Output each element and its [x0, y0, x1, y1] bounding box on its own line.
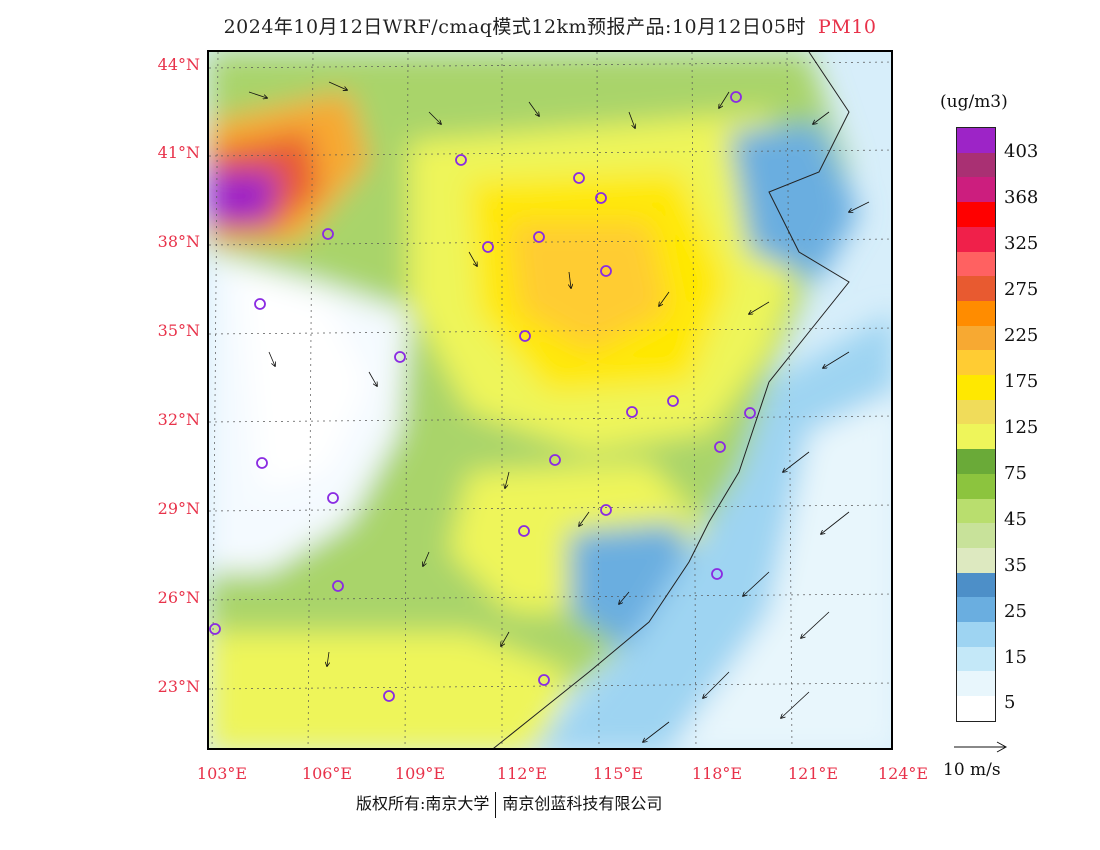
city-stations	[209, 91, 756, 702]
station-marker	[455, 154, 467, 166]
station-marker	[533, 231, 545, 243]
legend-label: 368	[1004, 187, 1039, 208]
legend-color-swatch	[957, 523, 995, 548]
pm10-field	[209, 52, 891, 748]
station-marker	[327, 492, 339, 504]
legend-color-swatch	[957, 202, 995, 227]
lon-label-106: 106°E	[301, 764, 353, 783]
station-marker	[322, 228, 334, 240]
legend-label: 403	[1004, 141, 1039, 162]
lon-label-121: 121°E	[787, 764, 839, 783]
legend-color-swatch	[957, 251, 995, 277]
legend-color-swatch	[957, 572, 995, 598]
lat-label-26: 26°N	[157, 588, 200, 607]
station-marker	[209, 623, 221, 635]
legend-color-swatch	[957, 473, 995, 499]
title-variable: PM10	[818, 16, 877, 38]
lat-label-38: 38°N	[157, 232, 200, 251]
legend-label: 35	[1004, 555, 1027, 576]
legend-label: 275	[1004, 279, 1039, 300]
station-marker	[626, 406, 638, 418]
legend-color-swatch	[957, 325, 995, 351]
legend-color-swatch	[957, 375, 995, 400]
color-legend	[956, 127, 996, 722]
wind-vectors	[248, 81, 870, 742]
station-marker	[394, 351, 406, 363]
legend-color-swatch	[957, 547, 995, 573]
station-marker	[714, 441, 726, 453]
footer-separator	[495, 791, 497, 818]
station-marker	[482, 241, 494, 253]
legend-color-swatch	[957, 696, 995, 721]
legend-color-swatch	[957, 622, 995, 647]
station-marker	[254, 298, 266, 310]
station-marker	[600, 504, 612, 516]
lon-label-124: 124°E	[877, 764, 929, 783]
legend-label: 15	[1004, 647, 1027, 668]
legend-color-swatch	[957, 152, 995, 178]
legend-color-swatch	[957, 646, 995, 672]
pm10-map-svg	[209, 52, 891, 748]
station-marker	[744, 407, 756, 419]
station-marker	[711, 568, 723, 580]
lat-label-29: 29°N	[157, 499, 200, 518]
station-marker	[667, 395, 679, 407]
station-marker	[332, 580, 344, 592]
station-marker	[383, 690, 395, 702]
lon-label-103: 103°E	[196, 764, 248, 783]
lat-label-41: 41°N	[157, 143, 200, 162]
legend-label: 75	[1004, 463, 1027, 484]
coastline	[493, 52, 850, 748]
lon-label-109: 109°E	[394, 764, 446, 783]
chart-title: 2024年10月12日WRF/cmaq模式12km预报产品:10月12日05时 P…	[0, 12, 1100, 39]
legend-color-swatch	[957, 300, 995, 326]
graticule	[209, 52, 891, 748]
station-marker	[730, 91, 742, 103]
station-marker	[600, 265, 612, 277]
legend-label: 25	[1004, 601, 1027, 622]
legend-color-swatch	[957, 424, 995, 450]
station-marker	[256, 457, 268, 469]
legend-color-swatch	[957, 128, 995, 153]
legend-label: 175	[1004, 371, 1039, 392]
lat-label-35: 35°N	[157, 321, 200, 340]
lon-label-112: 112°E	[496, 764, 548, 783]
station-marker	[549, 454, 561, 466]
station-marker	[573, 172, 585, 184]
lat-label-23: 23°N	[157, 677, 200, 696]
map-panel[interactable]	[207, 50, 893, 750]
legend-color-swatch	[957, 226, 995, 252]
title-main: 2024年10月12日WRF/cmaq模式12km预报产品:10月12日05时	[223, 16, 806, 38]
legend-label: 325	[1004, 233, 1039, 254]
legend-color-swatch	[957, 276, 995, 301]
legend-unit: (ug/m3)	[940, 92, 1008, 112]
legend-color-swatch	[957, 350, 995, 376]
copyright-footer: 版权所有:南京大学 南京创蓝科技有限公司	[356, 790, 662, 818]
lat-label-44: 44°N	[157, 55, 200, 74]
legend-label: 125	[1004, 417, 1039, 438]
reference-vector-arrow	[954, 741, 1008, 753]
legend-color-swatch	[957, 177, 995, 203]
station-marker	[595, 192, 607, 204]
copyright-right: 南京创蓝科技有限公司	[502, 794, 663, 813]
legend-label: 5	[1004, 692, 1016, 713]
reference-vector-label: 10 m/s	[943, 760, 1001, 780]
lon-label-115: 115°E	[592, 764, 644, 783]
legend-color-swatch	[957, 399, 995, 425]
legend-label: 45	[1004, 509, 1027, 530]
legend-color-swatch	[957, 498, 995, 524]
legend-label: 225	[1004, 325, 1039, 346]
station-marker	[519, 330, 531, 342]
legend-color-swatch	[957, 671, 995, 697]
legend-color-swatch	[957, 597, 995, 623]
lat-label-32: 32°N	[157, 410, 200, 429]
legend-color-swatch	[957, 449, 995, 474]
lon-label-118: 118°E	[691, 764, 743, 783]
copyright-left: 版权所有:南京大学	[356, 794, 490, 813]
station-marker	[518, 525, 530, 537]
station-marker	[538, 674, 550, 686]
